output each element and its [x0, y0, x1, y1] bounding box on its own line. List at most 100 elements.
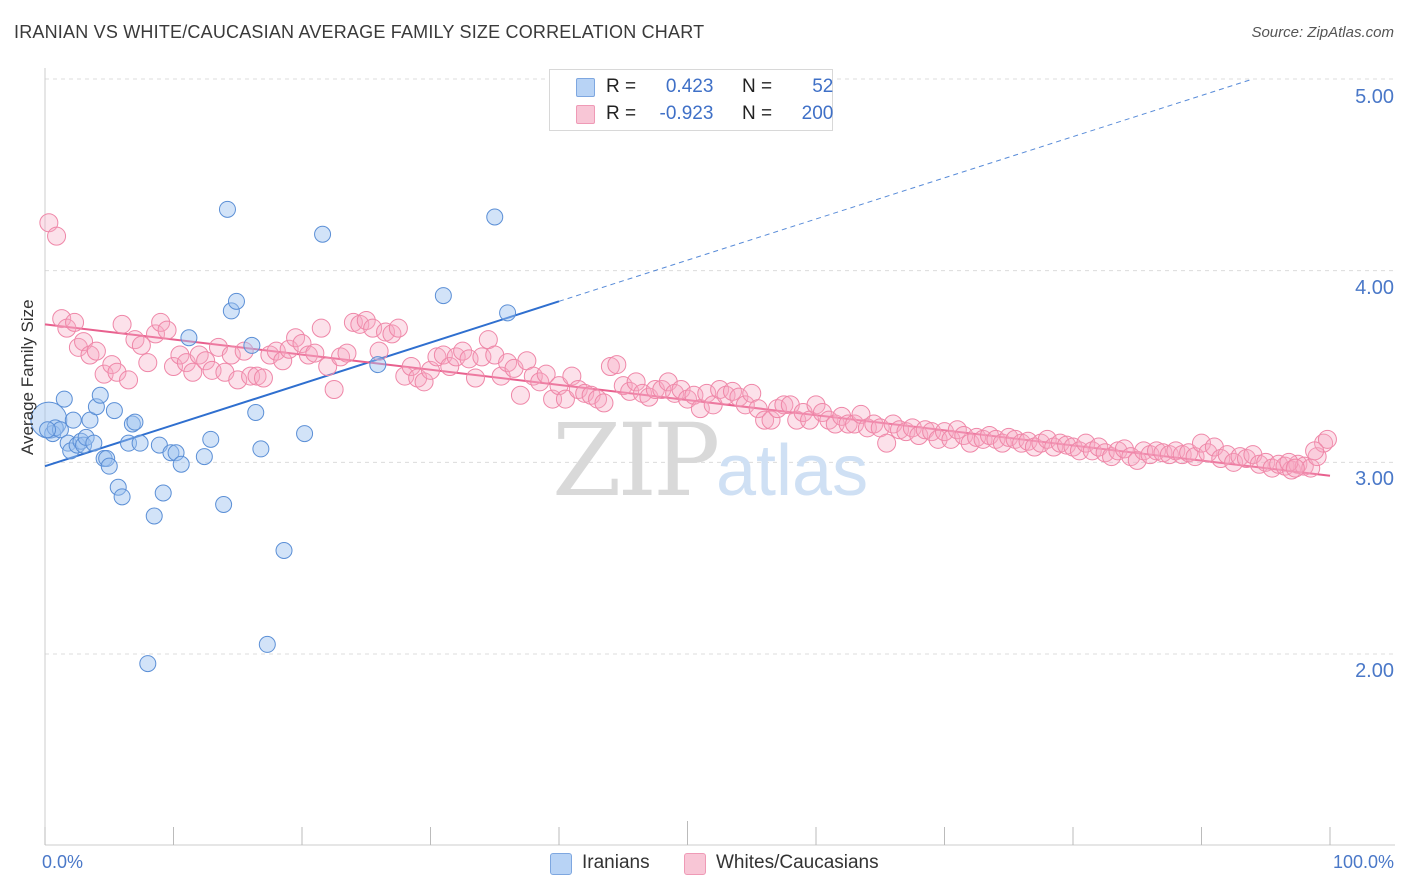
whites-caucasians-point — [510, 385, 530, 405]
whites-caucasians-point — [755, 410, 775, 430]
whites-caucasians-point — [999, 427, 1019, 447]
bottom-legend-swatch-iranians — [550, 853, 572, 875]
whites-caucasians-point — [157, 320, 177, 340]
iranians-point — [131, 434, 149, 452]
whites-caucasians-point — [761, 410, 781, 430]
whites-caucasians-point — [305, 343, 325, 363]
whites-caucasians-point — [311, 318, 331, 338]
whites-caucasians-points — [39, 213, 1337, 480]
whites-caucasians-point — [131, 335, 151, 355]
whites-caucasians-point — [607, 355, 627, 375]
whites-caucasians-point — [1147, 441, 1167, 461]
iranians-point — [120, 434, 138, 452]
iranians-point — [486, 208, 504, 226]
axes — [44, 68, 1395, 846]
whites-caucasians-point — [652, 380, 672, 399]
x-tick-label-max: 100.0% — [1332, 852, 1394, 872]
iranians-trend-extension — [558, 78, 1254, 302]
iranians-point — [123, 415, 141, 433]
whites-caucasians-point — [915, 420, 935, 440]
iranians-point — [218, 200, 236, 218]
iranians-point — [85, 434, 103, 452]
whites-caucasians-point — [228, 370, 248, 390]
whites-caucasians-point — [1108, 441, 1128, 461]
whites-caucasians-point — [845, 414, 865, 434]
whites-caucasians-point — [1249, 454, 1269, 474]
iranians-point — [55, 390, 73, 408]
whites-caucasians-point — [324, 380, 344, 399]
legend-r-label: R = — [606, 76, 637, 97]
whites-caucasians-point — [221, 345, 241, 365]
whites-caucasians-point — [369, 341, 389, 361]
iranians-point — [275, 542, 293, 559]
whites-caucasians-point — [575, 383, 595, 403]
iranians-point — [126, 413, 144, 431]
whites-caucasians-point — [748, 399, 768, 419]
whites-caucasians-point — [363, 318, 383, 338]
whites-caucasians-point — [119, 370, 139, 390]
whites-caucasians-point — [427, 347, 447, 367]
whites-caucasians-point — [388, 318, 408, 338]
y-axis-label: Average Family Size — [18, 299, 37, 455]
whites-caucasians-point — [401, 357, 421, 376]
iranians-trend-line — [44, 300, 560, 468]
iranians-point — [227, 292, 245, 310]
legend-n-value: 200 — [801, 103, 834, 124]
whites-caucasians-point — [774, 395, 794, 415]
watermark-atlas: atlas — [716, 431, 869, 511]
whites-caucasians-point — [86, 341, 106, 361]
legend-r-value: -0.923 — [659, 103, 714, 124]
legend-row-iranians: R = 0.423 N = 52 — [606, 76, 833, 98]
whites-caucasians-point — [292, 334, 312, 353]
y-tick-label-5: 5.00 — [1355, 86, 1394, 108]
y-tick-label-4: 4.00 — [1355, 277, 1394, 299]
whites-caucasians-point — [68, 337, 88, 357]
whites-caucasians-point — [253, 368, 273, 388]
iranians-point — [51, 421, 69, 439]
legend-n-label: N = — [741, 103, 773, 124]
iranians-point — [100, 457, 118, 475]
whites-caucasians-point — [170, 345, 190, 365]
iranians-point — [243, 336, 261, 354]
iranians-point — [162, 444, 180, 462]
whites-caucasians-point — [1057, 435, 1077, 455]
iranians-point — [172, 455, 190, 473]
whites-caucasians-point — [838, 414, 858, 434]
legend-n-value: 52 — [812, 76, 834, 97]
whites-caucasians-point — [536, 364, 556, 384]
whites-caucasians-point — [555, 389, 575, 409]
whites-caucasians-point — [530, 372, 550, 392]
whites-caucasians-point — [376, 322, 396, 342]
iranians-point — [296, 425, 314, 443]
source-label: Source: ZipAtlas.com — [1251, 24, 1394, 41]
whites-caucasians-point — [112, 314, 132, 334]
whites-caucasians-point — [812, 403, 832, 422]
whites-caucasians-point — [1127, 450, 1147, 470]
whites-caucasians-point — [1114, 439, 1134, 459]
whites-caucasians-point — [57, 318, 77, 338]
whites-caucasians-point — [1305, 441, 1325, 461]
whites-caucasians-point — [196, 351, 216, 371]
whites-caucasians-point — [697, 383, 717, 403]
whites-caucasians-point — [1076, 433, 1096, 453]
whites-caucasians-point — [735, 395, 755, 415]
legend-n-label: N = — [741, 76, 773, 97]
iranians-point — [258, 635, 276, 653]
iranians-point — [195, 448, 213, 466]
whites-caucasians-point — [65, 312, 85, 332]
iranians-point — [154, 484, 172, 502]
whites-caucasians-point — [298, 345, 318, 365]
iranians-point — [139, 655, 157, 673]
whites-caucasians-point — [318, 357, 338, 376]
iranians-point — [314, 225, 332, 243]
legend-row-whites: R = -0.923 N = 200 — [606, 103, 833, 125]
whites-caucasians-point — [453, 341, 473, 361]
iranians-point — [64, 411, 82, 429]
iranians-point — [113, 488, 131, 506]
chart-title: IRANIAN VS WHITE/CAUCASIAN AVERAGE FAMIL… — [14, 22, 705, 42]
whites-caucasians-point — [183, 362, 203, 382]
whites-caucasians-point — [138, 353, 158, 373]
whites-caucasians-point — [107, 362, 127, 382]
whites-caucasians-point — [440, 357, 460, 376]
